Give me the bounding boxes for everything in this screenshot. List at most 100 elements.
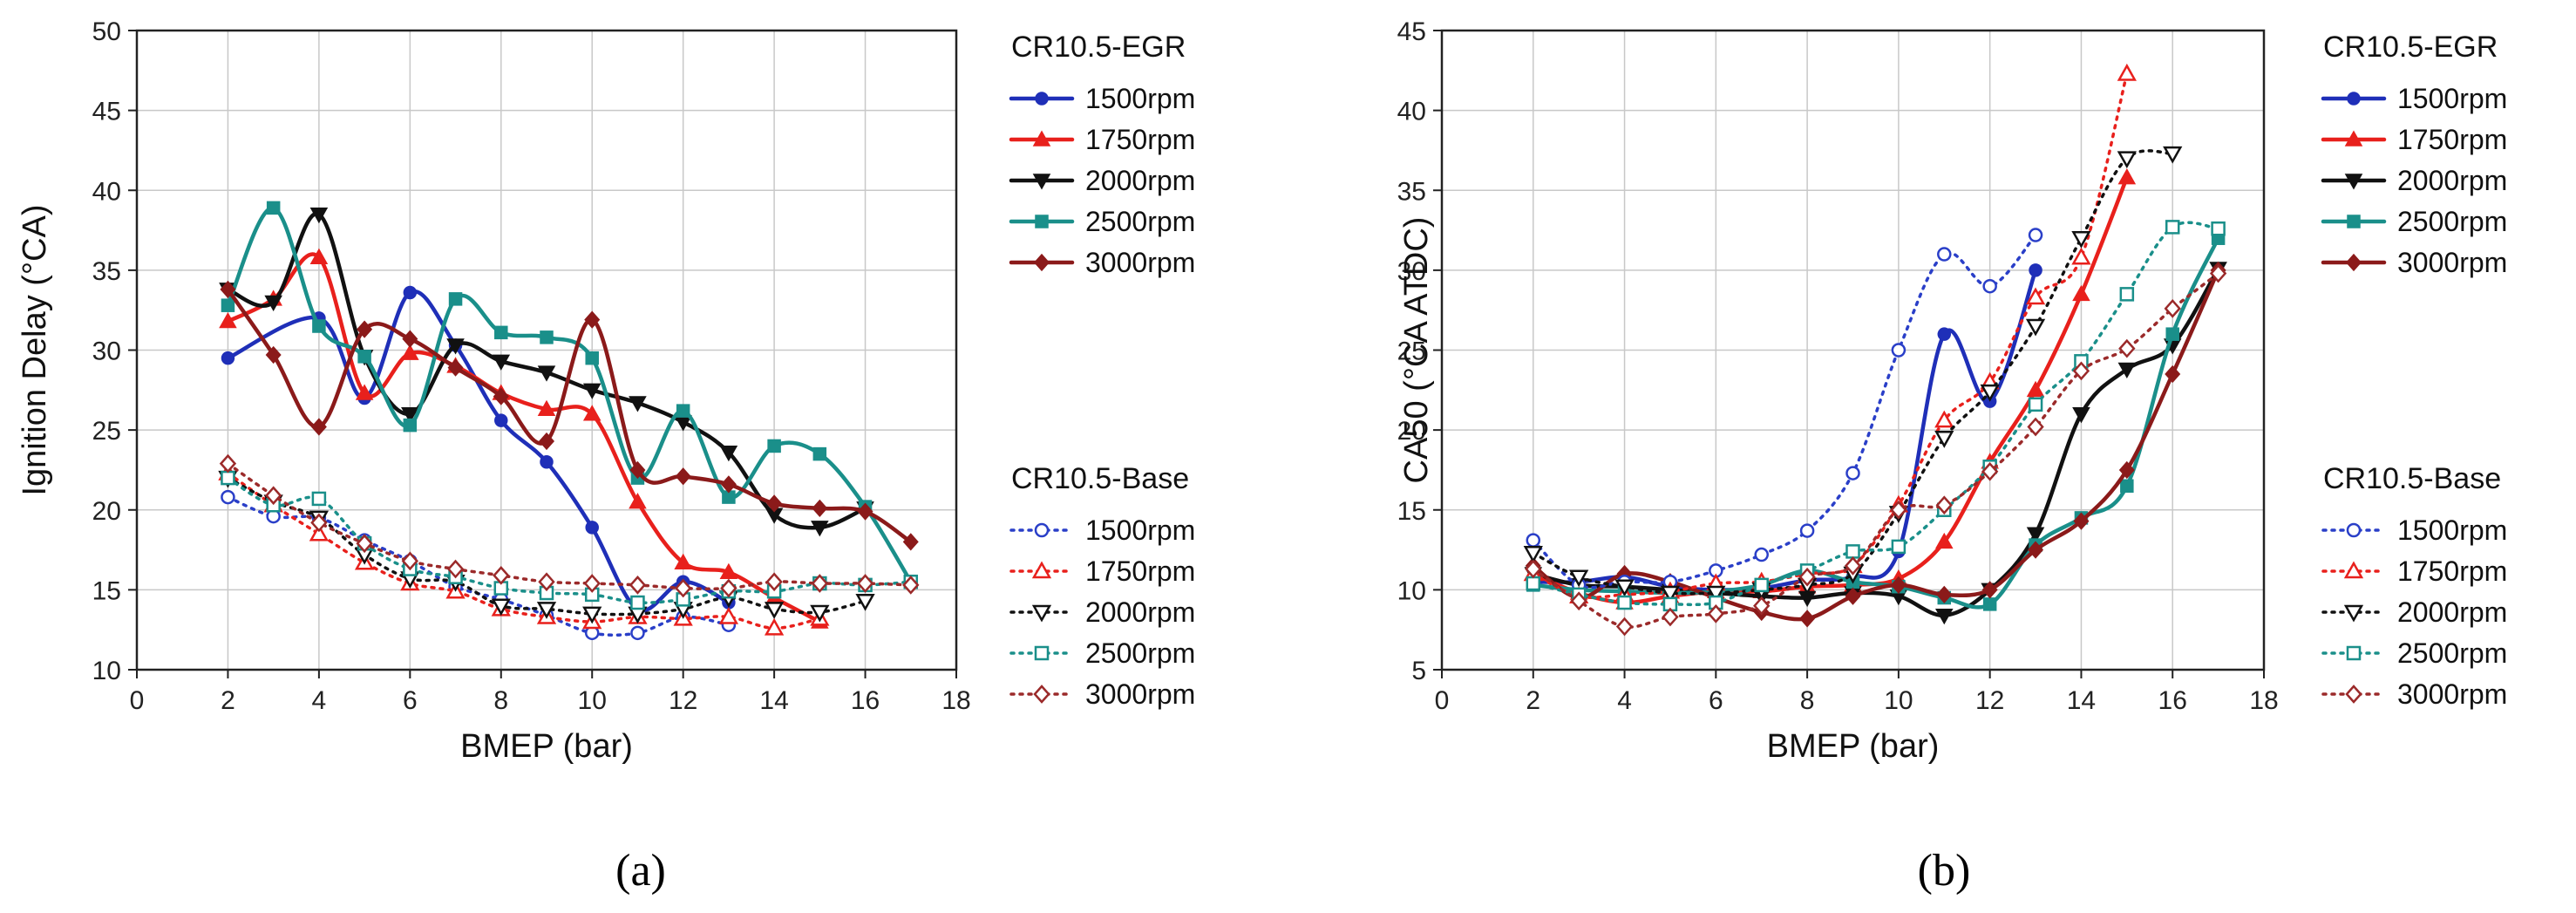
data-point	[1891, 343, 1907, 358]
x-tick-label: 0	[130, 686, 145, 715]
legend-label: 3000rpm	[1085, 247, 1195, 278]
data-point	[2026, 380, 2045, 398]
x-tick-label: 4	[312, 686, 327, 715]
data-point	[1617, 595, 1632, 610]
data-point	[1569, 569, 1589, 588]
legend-marker	[1033, 253, 1050, 272]
data-point	[1934, 410, 1954, 428]
data-point	[811, 574, 829, 593]
data-point	[1523, 545, 1543, 563]
data-point	[2119, 287, 2135, 302]
data-point	[629, 460, 646, 480]
data-point	[493, 387, 509, 405]
data-point	[401, 551, 419, 571]
data-point	[538, 572, 555, 592]
data-point	[675, 467, 691, 486]
legend-marker	[2347, 92, 2361, 106]
ticks: 0 2 4 6 8 10 12 14 16 18 10 15 20 25 30 35 40 45 50	[92, 17, 971, 715]
data-point	[401, 407, 419, 424]
y-tick-label: 30	[92, 337, 121, 366]
data-point	[583, 574, 601, 593]
data-point	[767, 439, 781, 453]
data-point	[2165, 220, 2180, 235]
data-point	[2165, 327, 2179, 341]
data-point	[1525, 559, 1542, 579]
y-tick-label: 25	[92, 417, 121, 446]
series-line-egr-1500rpm	[226, 289, 731, 613]
series-group	[1523, 63, 2227, 637]
x-tick-label: 18	[941, 686, 970, 715]
legend-marker	[1032, 174, 1051, 190]
data-point	[764, 617, 785, 636]
data-point	[447, 358, 464, 377]
legend-marker	[1034, 645, 1050, 661]
data-point	[1891, 539, 1907, 555]
data-point	[1844, 556, 1862, 576]
data-point	[492, 354, 511, 371]
data-point	[630, 595, 645, 610]
data-point	[2072, 407, 2090, 424]
data-point	[402, 330, 418, 348]
data-point	[264, 486, 282, 506]
legend-label: 2500rpm	[2397, 637, 2507, 669]
data-point	[1937, 327, 1952, 341]
y-tick-label: 10	[92, 657, 121, 685]
data-point	[1982, 597, 1997, 611]
legend-label: 2500rpm	[1085, 206, 1195, 237]
legend-marker	[1032, 130, 1051, 146]
data-point	[537, 365, 556, 382]
legend-label: 1750rpm	[1085, 124, 1195, 155]
data-point	[719, 562, 738, 579]
legend-marker	[2346, 522, 2362, 538]
data-point	[766, 494, 783, 513]
x-axis-label: BMEP (bar)	[460, 728, 633, 765]
y-tick-label: 35	[1397, 177, 1426, 206]
legend-label: 2500rpm	[2397, 206, 2507, 237]
legend-marker	[1034, 522, 1050, 538]
x-tick-label: 12	[669, 686, 697, 715]
data-point	[2071, 247, 2091, 265]
x-tick-label: 8	[1800, 686, 1815, 715]
y-tick-label: 15	[92, 576, 121, 605]
y-tick-label: 25	[1397, 337, 1426, 366]
x-tick-label: 6	[403, 686, 418, 715]
data-point	[493, 566, 510, 585]
data-point	[2165, 365, 2181, 384]
data-point	[1753, 596, 1771, 616]
legend-marker	[2347, 215, 2361, 228]
y-tick-label: 40	[1397, 98, 1426, 126]
data-point	[810, 604, 830, 623]
data-point	[582, 405, 602, 421]
chart-panel-b: 0 2 4 6 8 10 12 14 16 18 5 10 15 20 25 30 35 40 45 BMEP (ba…	[1397, 17, 2508, 896]
legend-title: CR10.5-EGR	[1011, 31, 1186, 64]
legend-label: 1500rpm	[2397, 514, 2507, 546]
legend: CR10.5-EGR 1500rpm 1750rpm 2000rpm 2500rpm 30…	[1009, 31, 1195, 710]
data-point	[857, 502, 873, 521]
data-point	[2071, 230, 2091, 249]
data-point	[2028, 541, 2044, 559]
data-point	[720, 578, 737, 598]
data-point	[1570, 591, 1587, 611]
data-point	[403, 418, 418, 433]
legend-label: 1500rpm	[1085, 514, 1195, 546]
data-point	[2209, 263, 2227, 283]
y-tick-label: 45	[1397, 17, 1426, 46]
data-point	[2025, 287, 2046, 305]
series-group	[218, 201, 920, 641]
data-point	[1845, 544, 1860, 559]
data-point	[448, 292, 463, 306]
data-point	[2118, 338, 2136, 358]
data-point	[584, 310, 601, 329]
panel-label: (b)	[1918, 846, 1971, 896]
x-tick-label: 4	[1617, 686, 1632, 715]
legend-marker	[2343, 561, 2364, 579]
data-point	[221, 298, 235, 312]
data-point	[2120, 479, 2134, 494]
data-point	[1982, 278, 1997, 294]
data-point	[2163, 146, 2183, 164]
x-tick-label: 10	[578, 686, 607, 715]
legend-label: 1750rpm	[2397, 124, 2507, 155]
data-point	[310, 418, 327, 436]
x-tick-label: 8	[493, 686, 508, 715]
y-tick-label: 20	[92, 497, 121, 526]
